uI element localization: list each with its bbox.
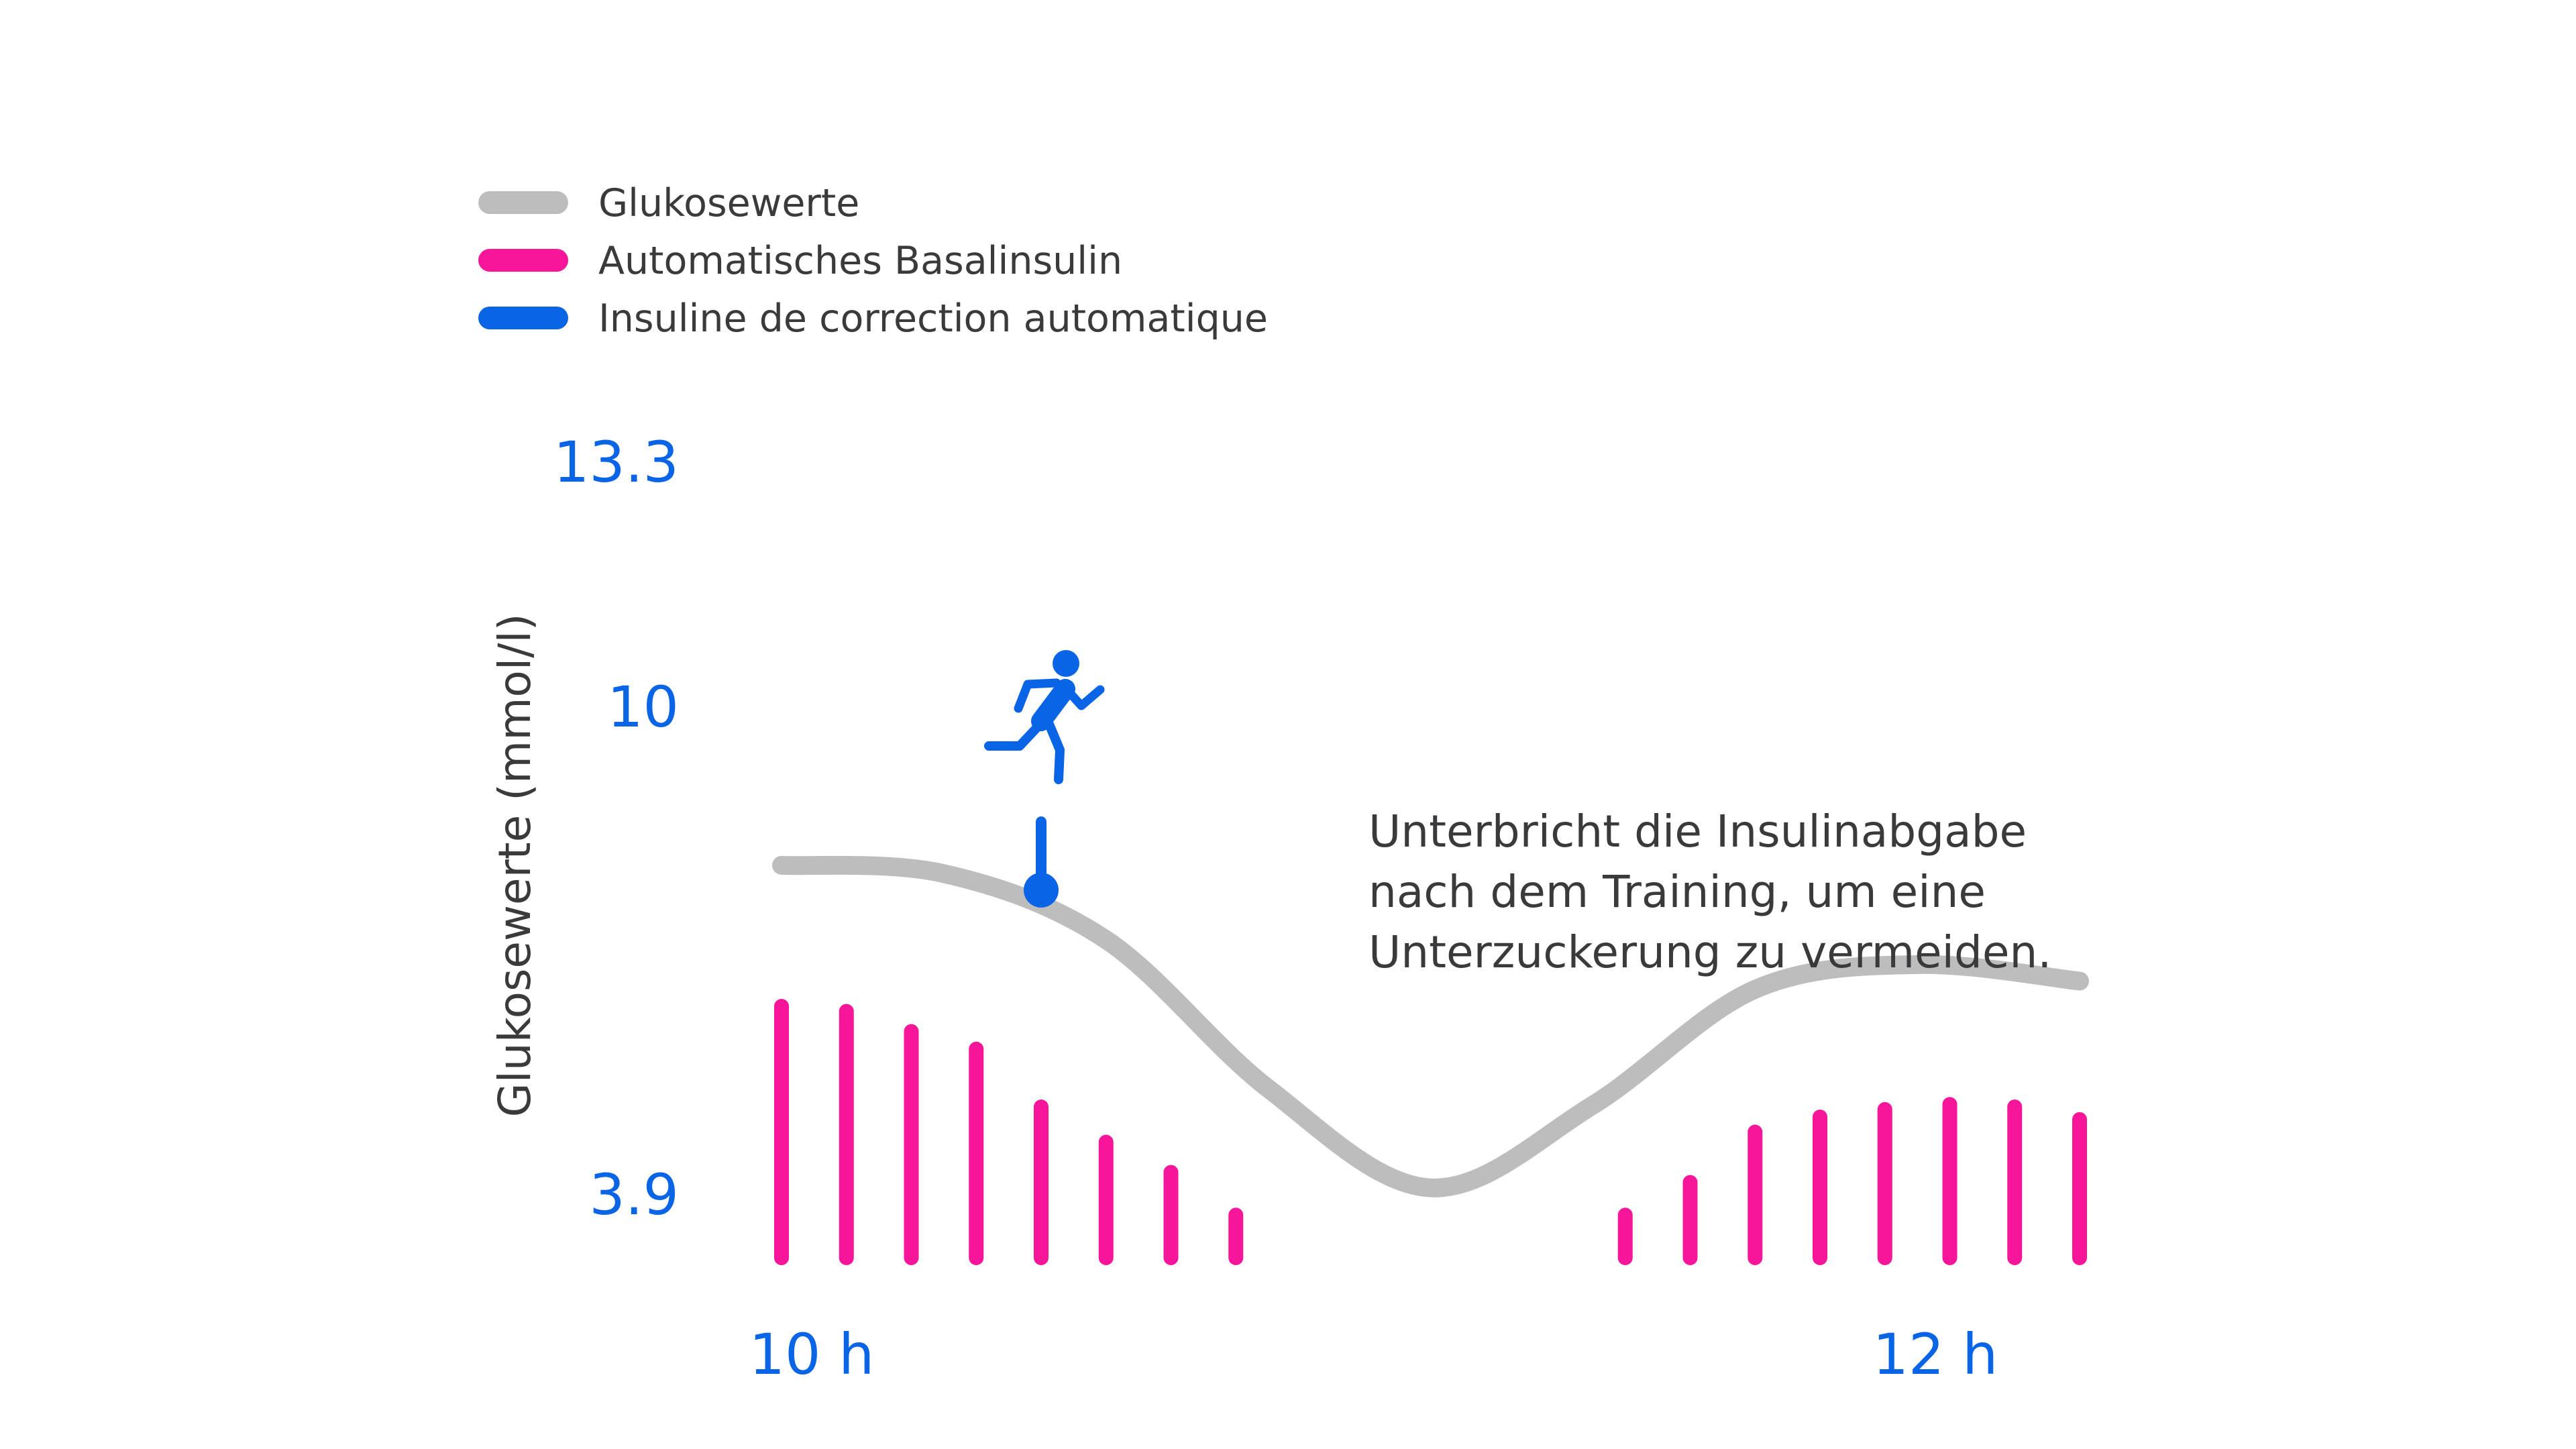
runner-arm-front [1063, 685, 1105, 710]
annotation-line: Unterbricht die Insulinabgabe [1368, 806, 2027, 857]
runner-arm-back [1014, 678, 1061, 713]
y-tick-label: 3.9 [589, 1162, 679, 1228]
annotation-line: nach dem Training, um eine [1368, 866, 1986, 918]
correction-dot [1024, 872, 1059, 908]
x-axis-ticks: 10 h 12 h [749, 1322, 1998, 1387]
legend-label: Insuline de correction automatique [598, 297, 1268, 341]
legend-label: Glukosewerte [598, 181, 859, 225]
correction-insulin-marker [1024, 816, 1059, 908]
running-person-icon [984, 650, 1105, 784]
y-tick-label: 13.3 [553, 429, 679, 495]
y-axis-ticks: 13.3 10 3.9 [553, 429, 679, 1228]
legend-label: Automatisches Basalinsulin [598, 239, 1122, 283]
annotation-line: Unterzuckerung zu vermeiden. [1368, 926, 2051, 978]
runner-head [1053, 650, 1079, 677]
runner-leg-back [984, 718, 1046, 751]
annotation-text: Unterbricht die Insulinabgabe nach dem Tr… [1368, 806, 2051, 978]
y-tick-label: 10 [607, 674, 679, 740]
x-tick-label: 12 h [1873, 1322, 1998, 1387]
basal-insulin-bars [774, 999, 2087, 1265]
glucose-line [772, 855, 2089, 1197]
y-axis-title: Glukosewerte (mmol/l) [489, 613, 541, 1117]
legend: Glukosewerte Automatisches Basalinsulin In… [478, 181, 1268, 341]
runner-leg-front [1042, 713, 1065, 784]
x-tick-label: 10 h [749, 1322, 875, 1387]
